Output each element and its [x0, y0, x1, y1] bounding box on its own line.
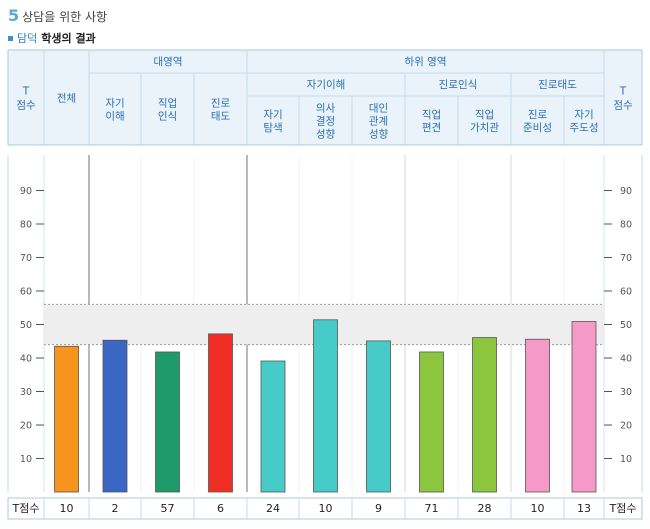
section-title-text: 상담을 위한 사항	[22, 10, 108, 24]
t-score-header-right: 점수	[613, 100, 633, 112]
bar-9	[472, 337, 497, 493]
sub-sub-group-header: 진로태도	[538, 79, 577, 91]
y-tick-label-right: 50	[620, 320, 632, 331]
y-tick-label-right: 10	[620, 454, 632, 465]
footer-value-6: 10	[319, 502, 333, 515]
footer-label-right: T점수	[609, 502, 637, 515]
bar-8	[419, 351, 444, 493]
t-score-header-left: 점수	[16, 100, 36, 112]
sub-sub-group-header: 진로인식	[439, 79, 478, 91]
y-tick-label: 90	[20, 186, 32, 197]
column-header-6: 관계	[369, 116, 388, 128]
y-tick-label-right: 90	[620, 186, 632, 197]
sub-sub-group-header: 자기이해	[307, 78, 346, 91]
column-header-5: 결정	[316, 116, 335, 128]
column-header-4: 자기	[263, 109, 282, 121]
subsection-text: 학생의 결과	[41, 32, 96, 45]
column-header-1: 이해	[105, 110, 124, 123]
bar-7	[366, 340, 391, 493]
column-header-9: 진로	[528, 109, 548, 121]
column-header-4: 탐색	[263, 122, 282, 134]
y-tick-label: 60	[20, 287, 32, 298]
footer-value-3: 57	[161, 502, 175, 515]
column-header-3: 진로	[211, 98, 231, 110]
column-header-1: 자기	[105, 98, 124, 110]
footer-row	[7, 497, 643, 520]
y-tick-label: 80	[20, 220, 32, 231]
y-tick-label: 10	[20, 454, 32, 465]
footer-value-8: 71	[425, 502, 439, 515]
y-tick-label: 30	[20, 387, 32, 398]
bar-5	[260, 360, 286, 493]
column-header-8: 가치관	[470, 122, 499, 134]
bar-10	[525, 338, 550, 493]
major-group-header: 대영역	[154, 56, 183, 68]
bar-6	[313, 319, 338, 493]
column-header-9: 준비성	[523, 122, 552, 134]
column-header-2: 직업	[158, 97, 177, 110]
footer-value-1: 10	[60, 502, 74, 515]
column-header-6: 성향	[369, 129, 389, 141]
footer-value-4: 6	[217, 502, 224, 515]
column-header-7: 편견	[422, 121, 441, 134]
bullet-icon	[8, 35, 13, 41]
t-score-header-right: T	[619, 86, 627, 98]
footer-value-2: 2	[112, 502, 119, 515]
y-tick-label: 50	[20, 320, 32, 331]
column-header-10: 자기	[574, 109, 593, 121]
y-tick-label: 40	[20, 354, 32, 365]
footer-value-9: 28	[478, 502, 492, 515]
total-header: 전체	[57, 93, 76, 105]
y-tick-label: 20	[20, 421, 32, 432]
y-tick-label-right: 70	[620, 253, 632, 264]
footer-value-10: 10	[531, 502, 545, 515]
bar-4	[208, 333, 233, 493]
section-number: 5	[8, 6, 20, 25]
column-header-8: 직업	[475, 108, 494, 121]
column-header-5: 의사	[316, 103, 336, 115]
column-header-7: 직업	[422, 108, 441, 121]
y-tick-label-right: 40	[620, 354, 632, 365]
footer-value-5: 24	[266, 502, 280, 515]
y-tick-label-right: 60	[620, 287, 632, 298]
column-header-3: 태도	[211, 111, 231, 123]
footer-label: T점수	[12, 502, 40, 515]
bar-1	[54, 345, 79, 493]
student-name: 담덕	[17, 32, 38, 45]
t-score-header-left: T	[22, 86, 30, 98]
bar-11	[571, 321, 597, 493]
sub-group-header: 하위 영역	[405, 55, 447, 68]
y-tick-label-right: 80	[620, 220, 632, 231]
y-tick-label-right: 20	[620, 421, 632, 432]
column-header-5: 성향	[316, 129, 336, 141]
column-header-10: 주도성	[570, 122, 599, 134]
y-tick-label-right: 30	[620, 387, 632, 398]
y-tick-label: 70	[20, 253, 32, 264]
header-background	[8, 50, 642, 145]
section-title: 5 상담을 위한 사항	[8, 6, 107, 25]
bar-3	[155, 351, 180, 493]
subsection-title: 담덕 학생의 결과	[8, 30, 96, 46]
footer-value-7: 9	[375, 502, 382, 515]
bar-2	[102, 339, 128, 493]
column-header-2: 인식	[158, 111, 177, 123]
column-header-6: 대인	[369, 103, 388, 115]
footer-value-11: 13	[577, 502, 591, 515]
